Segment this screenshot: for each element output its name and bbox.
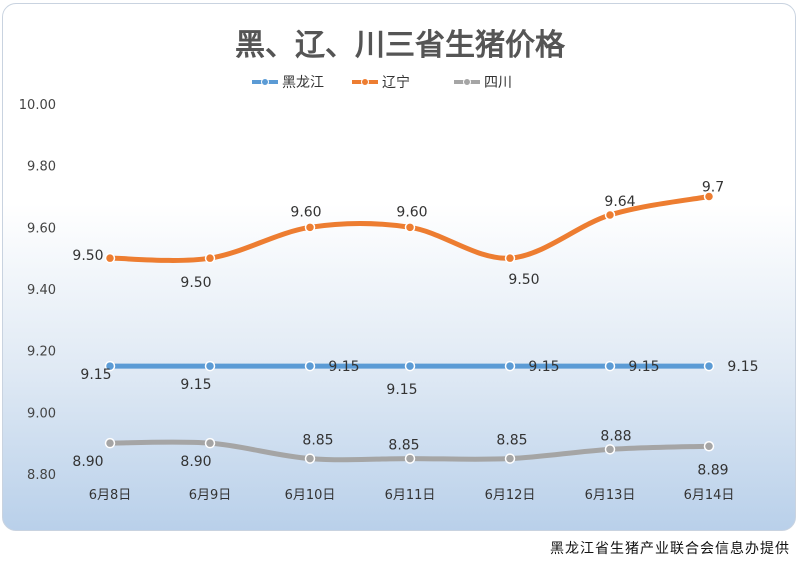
legend-item-heilongjiang: 黑龙江 (282, 75, 324, 91)
data-label: 9.15 (386, 382, 417, 398)
data-point (104, 252, 116, 264)
data-point (304, 360, 316, 372)
y-tick-label: 10.00 (19, 98, 56, 113)
data-point (504, 453, 516, 464)
data-point (604, 444, 616, 455)
chart-title: 黑、辽、川三省生猪价格 (235, 28, 566, 63)
series-heilongjiang: 9.15 9.15 9.15 9.15 9.15 9.15 9.15 (80, 359, 758, 398)
x-tick-label: 6月13日 (585, 488, 636, 503)
data-point (404, 360, 416, 372)
data-point (604, 360, 616, 372)
series-sichuan: 8.90 8.90 8.85 8.85 8.85 8.88 8.89 (72, 428, 728, 478)
data-label: 9.64 (604, 194, 635, 210)
legend-item-sichuan: 四川 (484, 75, 512, 91)
y-tick-label: 8.80 (27, 468, 56, 483)
data-point (604, 209, 616, 221)
legend-marker (261, 78, 269, 86)
data-label: 8.85 (388, 438, 419, 454)
data-label: 8.90 (180, 454, 211, 470)
data-label: 9.15 (528, 359, 559, 375)
x-tick-label: 6月14日 (684, 488, 735, 503)
legend-marker (463, 78, 471, 86)
x-tick-label: 6月8日 (89, 488, 132, 503)
data-label: 8.88 (600, 428, 631, 444)
y-tick-label: 9.60 (27, 221, 56, 236)
data-point (703, 441, 715, 452)
data-point (404, 222, 416, 233)
x-tick-label: 6月10日 (285, 488, 336, 503)
data-point (204, 360, 216, 372)
legend-marker (361, 78, 369, 86)
data-label: 9.60 (396, 204, 427, 220)
data-point (404, 453, 416, 464)
data-label: 9.15 (727, 359, 758, 375)
x-tick-label: 6月9日 (189, 488, 232, 503)
series-liaoning: 9.50 9.50 9.60 9.60 9.50 9.64 9.7 (72, 180, 724, 292)
data-point (703, 360, 715, 372)
y-tick-label: 9.80 (27, 160, 56, 175)
data-point (204, 437, 216, 449)
data-label: 8.89 (697, 462, 728, 478)
x-tick-label: 6月12日 (485, 488, 536, 503)
data-point (104, 360, 116, 372)
data-label: 9.60 (290, 204, 321, 220)
source-credit: 黑龙江省生猪产业联合会信息办提供 (550, 541, 790, 557)
data-label: 9.15 (80, 367, 111, 383)
y-tick-label: 9.00 (27, 406, 56, 421)
data-label: 8.85 (302, 433, 333, 449)
data-label: 8.90 (72, 454, 103, 470)
data-label: 9.50 (508, 272, 539, 288)
data-label: 9.7 (702, 180, 724, 196)
data-label: 9.15 (628, 359, 659, 375)
data-label: 9.15 (328, 359, 359, 375)
y-tick-label: 9.40 (27, 283, 56, 298)
data-point (304, 453, 316, 464)
x-tick-label: 6月11日 (385, 488, 436, 503)
data-point (304, 222, 316, 233)
data-point (504, 360, 516, 372)
legend-item-liaoning: 辽宁 (382, 74, 410, 91)
data-point (204, 252, 216, 264)
data-label: 8.85 (496, 433, 527, 449)
data-point (703, 191, 715, 202)
data-label: 9.50 (72, 248, 103, 264)
data-point (504, 252, 516, 264)
y-tick-label: 9.20 (27, 345, 56, 360)
data-point (104, 437, 116, 449)
data-label: 9.50 (180, 275, 211, 291)
data-label: 9.15 (180, 377, 211, 393)
